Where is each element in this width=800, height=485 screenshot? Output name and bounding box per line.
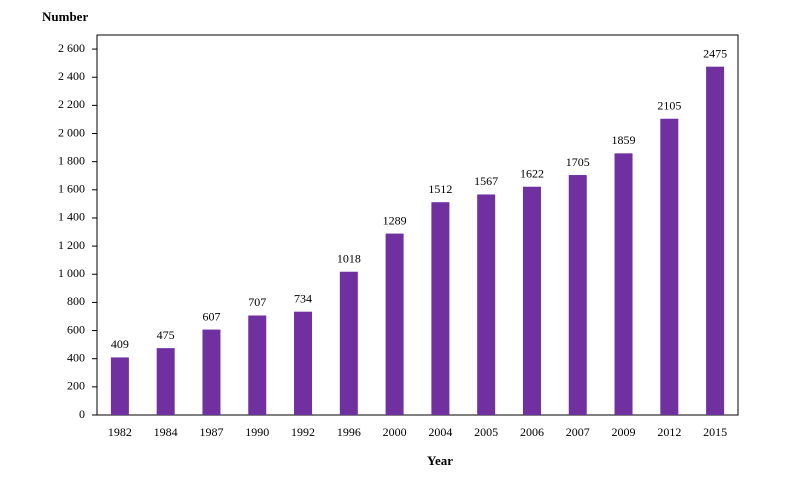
x-tick-label: 1982 [108, 425, 132, 439]
bar [568, 175, 587, 415]
y-axis-title: Number [42, 9, 88, 24]
x-tick-label: 2005 [474, 425, 498, 439]
x-tick-label: 2015 [703, 425, 727, 439]
bar [248, 315, 267, 415]
data-label: 1705 [566, 155, 590, 169]
x-tick-label: 1984 [154, 425, 178, 439]
bar [339, 271, 358, 415]
bar [110, 357, 129, 415]
data-label: 707 [248, 295, 266, 309]
bar [522, 186, 541, 415]
plot-frame [96, 34, 739, 416]
x-tick-label: 2006 [520, 425, 544, 439]
x-tick-label: 1987 [199, 425, 223, 439]
y-tick-label: 400 [67, 350, 85, 364]
data-label: 734 [294, 291, 312, 305]
data-label: 2475 [703, 46, 727, 60]
y-tick-label: 1 600 [58, 182, 85, 196]
data-label: 2105 [657, 98, 681, 112]
bar [202, 329, 221, 415]
data-label: 607 [202, 309, 220, 323]
y-tick-label: 1 000 [58, 266, 85, 280]
data-label: 1622 [520, 166, 544, 180]
data-label: 409 [111, 337, 129, 351]
y-tick-label: 1 800 [58, 153, 85, 167]
data-label: 1512 [428, 182, 452, 196]
data-label: 475 [157, 328, 175, 342]
x-tick-label: 2000 [383, 425, 407, 439]
bar [156, 348, 175, 415]
bar [477, 194, 496, 415]
y-tick-label: 2 400 [58, 69, 85, 83]
data-label: 1289 [383, 213, 407, 227]
y-tick-label: 800 [67, 294, 85, 308]
bar [385, 233, 404, 415]
data-label: 1567 [474, 174, 498, 188]
x-tick-label: 1992 [291, 425, 315, 439]
x-tick-label: 1996 [337, 425, 361, 439]
y-tick-label: 2 600 [58, 41, 85, 55]
x-tick-label: 2012 [657, 425, 681, 439]
y-tick-label: 2 000 [58, 125, 85, 139]
x-tick-label: 2007 [566, 425, 590, 439]
y-tick-label: 200 [67, 379, 85, 393]
x-tick-label: 1990 [245, 425, 269, 439]
bar [294, 311, 313, 415]
y-tick-label: 1 400 [58, 210, 85, 224]
y-tick-label: 2 200 [58, 97, 85, 111]
bar [614, 153, 633, 415]
x-tick-label: 2004 [428, 425, 452, 439]
y-tick-label: 1 200 [58, 238, 85, 252]
bar [660, 118, 679, 416]
y-tick-label: 0 [79, 407, 85, 421]
y-tick-label: 600 [67, 322, 85, 336]
x-tick-label: 2009 [612, 425, 636, 439]
data-label: 1859 [612, 133, 636, 147]
bar [431, 202, 450, 415]
x-axis-title: Year [427, 453, 453, 468]
data-label: 1018 [337, 251, 361, 265]
bar [706, 66, 725, 416]
